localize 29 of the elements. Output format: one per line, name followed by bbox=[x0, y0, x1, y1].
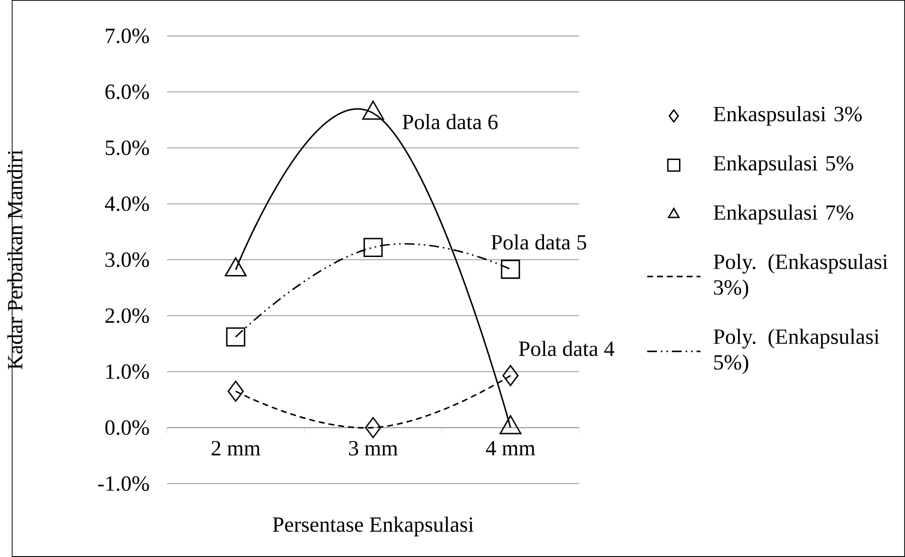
legend-label: Enkapsulasi 5% bbox=[714, 155, 854, 176]
y-tick-label: 5.0% bbox=[106, 140, 149, 156]
legend-label: Enkapsulasi 7% bbox=[714, 204, 854, 224]
point bbox=[500, 260, 520, 279]
point bbox=[226, 327, 246, 347]
annotation: Pola data 4 bbox=[518, 340, 614, 356]
point bbox=[228, 380, 244, 402]
y-tick-label: 2.0% bbox=[105, 308, 149, 324]
legend-label: Poly. (Enkaspsulasi 3%) bbox=[714, 254, 888, 300]
point bbox=[502, 365, 519, 386]
annotation: Pola data 6 bbox=[402, 114, 498, 130]
point bbox=[362, 100, 384, 120]
legend-label: Poly. (Enkapsulasi 5%) bbox=[714, 328, 880, 374]
y-tick-label: 3.0% bbox=[106, 252, 149, 268]
y-tick-label: 1.0% bbox=[106, 364, 149, 380]
y-tick-label: 4.0% bbox=[104, 196, 149, 212]
y-tick-label: 6.0% bbox=[105, 84, 149, 100]
x-axis-title: Persentase Enkapsulasi bbox=[272, 516, 474, 536]
y-tick-label: -1.0% bbox=[98, 476, 149, 491]
x-tick-label: 4 mm bbox=[486, 440, 536, 456]
y-tick-label: 0.0% bbox=[105, 420, 149, 436]
annotation: Pola data 5 bbox=[491, 234, 586, 250]
point bbox=[365, 417, 382, 438]
x-tick-label: 3 mm bbox=[349, 440, 398, 456]
y-axis-title: Kadar Perbaikan Mandiri bbox=[7, 150, 22, 370]
y-tick-label: 7.0% bbox=[106, 28, 149, 44]
legend-label: Enkaspsulasi 3% bbox=[714, 106, 862, 126]
point bbox=[364, 238, 383, 258]
x-tick-label: 2 mm bbox=[212, 440, 260, 456]
